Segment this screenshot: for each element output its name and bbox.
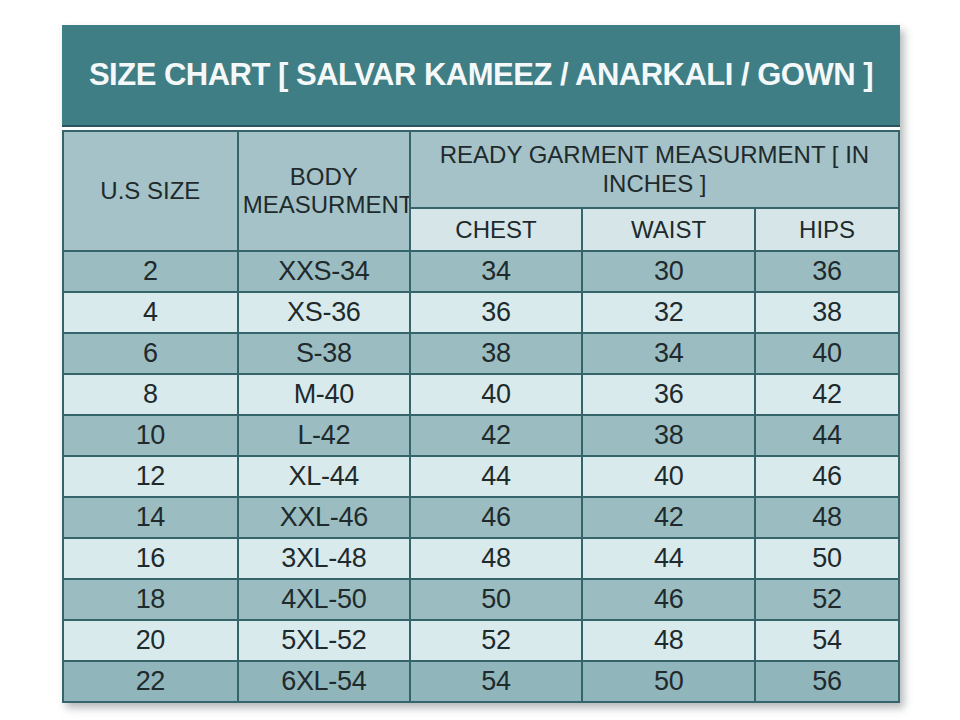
cell-hips: 48 bbox=[755, 497, 899, 538]
table-row: 6 S-38 38 34 40 bbox=[63, 333, 899, 374]
table-row: 8 M-40 40 36 42 bbox=[63, 374, 899, 415]
table-row: 10 L-42 42 38 44 bbox=[63, 415, 899, 456]
cell-us-size: 20 bbox=[63, 620, 238, 661]
cell-us-size: 4 bbox=[63, 292, 238, 333]
size-table: U.S SIZE BODY MEASURMENT READY GARMENT M… bbox=[62, 130, 900, 703]
cell-waist: 36 bbox=[582, 374, 755, 415]
cell-us-size: 12 bbox=[63, 456, 238, 497]
cell-waist: 48 bbox=[582, 620, 755, 661]
cell-chest: 52 bbox=[410, 620, 582, 661]
size-chart-sheet: SIZE CHART [ SALVAR KAMEEZ / ANARKALI / … bbox=[62, 25, 900, 703]
cell-chest: 44 bbox=[410, 456, 582, 497]
table-row: 2 XXS-34 34 30 36 bbox=[63, 251, 899, 292]
cell-hips: 54 bbox=[755, 620, 899, 661]
cell-waist: 40 bbox=[582, 456, 755, 497]
cell-hips: 42 bbox=[755, 374, 899, 415]
cell-body: L-42 bbox=[238, 415, 410, 456]
table-row: 22 6XL-54 54 50 56 bbox=[63, 661, 899, 702]
cell-chest: 40 bbox=[410, 374, 582, 415]
cell-waist: 32 bbox=[582, 292, 755, 333]
cell-hips: 40 bbox=[755, 333, 899, 374]
cell-body: S-38 bbox=[238, 333, 410, 374]
cell-us-size: 14 bbox=[63, 497, 238, 538]
page-title: SIZE CHART [ SALVAR KAMEEZ / ANARKALI / … bbox=[89, 57, 873, 93]
cell-waist: 42 bbox=[582, 497, 755, 538]
cell-chest: 46 bbox=[410, 497, 582, 538]
table-row: 12 XL-44 44 40 46 bbox=[63, 456, 899, 497]
table-row: 4 XS-36 36 32 38 bbox=[63, 292, 899, 333]
cell-chest: 42 bbox=[410, 415, 582, 456]
cell-body: XL-44 bbox=[238, 456, 410, 497]
cell-body: XXL-46 bbox=[238, 497, 410, 538]
cell-chest: 34 bbox=[410, 251, 582, 292]
cell-body: 6XL-54 bbox=[238, 661, 410, 702]
cell-body: XS-36 bbox=[238, 292, 410, 333]
cell-us-size: 18 bbox=[63, 579, 238, 620]
cell-waist: 34 bbox=[582, 333, 755, 374]
col-header-chest: CHEST bbox=[410, 208, 582, 251]
cell-hips: 44 bbox=[755, 415, 899, 456]
table-row: 18 4XL-50 50 46 52 bbox=[63, 579, 899, 620]
table-row: 20 5XL-52 52 48 54 bbox=[63, 620, 899, 661]
cell-body: M-40 bbox=[238, 374, 410, 415]
cell-hips: 46 bbox=[755, 456, 899, 497]
cell-chest: 50 bbox=[410, 579, 582, 620]
cell-body: 3XL-48 bbox=[238, 538, 410, 579]
cell-hips: 36 bbox=[755, 251, 899, 292]
cell-us-size: 22 bbox=[63, 661, 238, 702]
cell-waist: 38 bbox=[582, 415, 755, 456]
cell-waist: 50 bbox=[582, 661, 755, 702]
group-header-ready-garment: READY GARMENT MEASURMENT [ IN INCHES ] bbox=[410, 131, 899, 208]
cell-us-size: 2 bbox=[63, 251, 238, 292]
table-row: 16 3XL-48 48 44 50 bbox=[63, 538, 899, 579]
cell-body: 5XL-52 bbox=[238, 620, 410, 661]
cell-us-size: 16 bbox=[63, 538, 238, 579]
col-header-body-measurment: BODY MEASURMENT bbox=[238, 131, 410, 251]
cell-hips: 56 bbox=[755, 661, 899, 702]
cell-us-size: 6 bbox=[63, 333, 238, 374]
header-row-main: U.S SIZE BODY MEASURMENT READY GARMENT M… bbox=[63, 131, 899, 208]
cell-chest: 48 bbox=[410, 538, 582, 579]
cell-us-size: 8 bbox=[63, 374, 238, 415]
cell-hips: 52 bbox=[755, 579, 899, 620]
cell-body: 4XL-50 bbox=[238, 579, 410, 620]
cell-us-size: 10 bbox=[63, 415, 238, 456]
cell-chest: 54 bbox=[410, 661, 582, 702]
cell-chest: 38 bbox=[410, 333, 582, 374]
cell-body: XXS-34 bbox=[238, 251, 410, 292]
cell-waist: 30 bbox=[582, 251, 755, 292]
cell-hips: 38 bbox=[755, 292, 899, 333]
col-header-us-size: U.S SIZE bbox=[63, 131, 238, 251]
title-band: SIZE CHART [ SALVAR KAMEEZ / ANARKALI / … bbox=[62, 25, 900, 127]
cell-chest: 36 bbox=[410, 292, 582, 333]
cell-hips: 50 bbox=[755, 538, 899, 579]
table-row: 14 XXL-46 46 42 48 bbox=[63, 497, 899, 538]
col-header-hips: HIPS bbox=[755, 208, 899, 251]
cell-waist: 44 bbox=[582, 538, 755, 579]
col-header-waist: WAIST bbox=[582, 208, 755, 251]
cell-waist: 46 bbox=[582, 579, 755, 620]
